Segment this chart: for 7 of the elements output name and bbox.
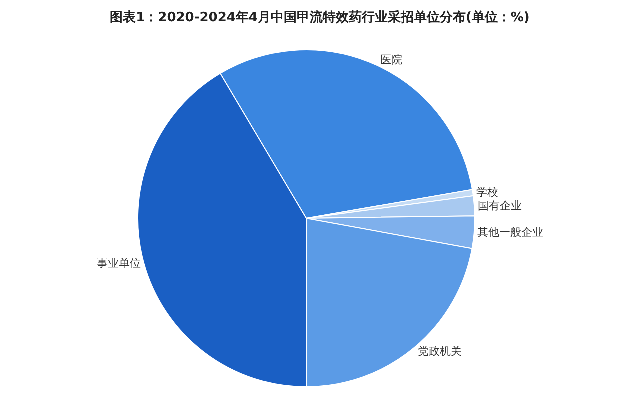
slice-label: 学校 [476,186,498,200]
slice-label: 国有企业 [478,200,522,213]
slice-label: 党政机关 [418,345,462,358]
slice-label: 其他一般企业 [478,226,544,240]
chart-title: 图表1：2020-2024年4月中国甲流特效药行业采招单位分布(单位：%) [110,10,530,26]
slice-label: 事业单位 [96,257,141,270]
slice-label: 医院 [380,54,402,67]
